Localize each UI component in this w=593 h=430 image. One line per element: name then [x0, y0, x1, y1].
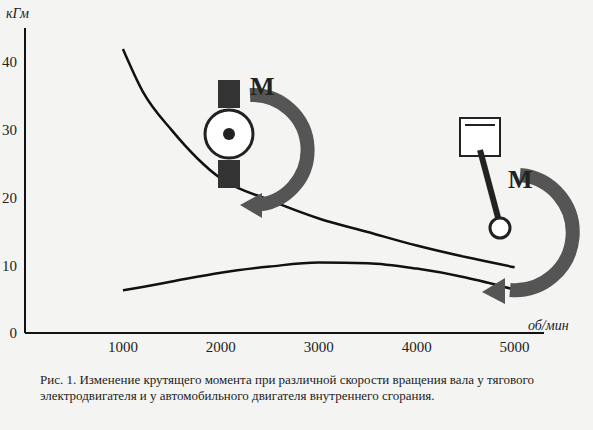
html-text:кГм: кГм: [6, 6, 29, 21]
svg-text:3000: 3000: [304, 339, 334, 355]
svg-text:30: 30: [8, 122, 17, 138]
html-text:Рис. 1. Изменение крутящего мо: Рис. 1. Изменение крутящего момента при …: [40, 372, 534, 403]
svg-text:0: 0: [10, 325, 18, 341]
svg-text:20: 20: [8, 190, 17, 206]
svg-text:2000: 2000: [206, 339, 236, 355]
svg-text:4000: 4000: [402, 339, 432, 355]
svg-text:40: 40: [8, 54, 17, 70]
html-text:М: М: [508, 165, 533, 194]
html-text:М: М: [250, 72, 275, 101]
svg-text:1000: 1000: [108, 339, 138, 355]
svg-text:5000: 5000: [500, 339, 530, 355]
html-text:об/мин: об/мин: [528, 318, 569, 333]
svg-text:10: 10: [8, 258, 17, 274]
